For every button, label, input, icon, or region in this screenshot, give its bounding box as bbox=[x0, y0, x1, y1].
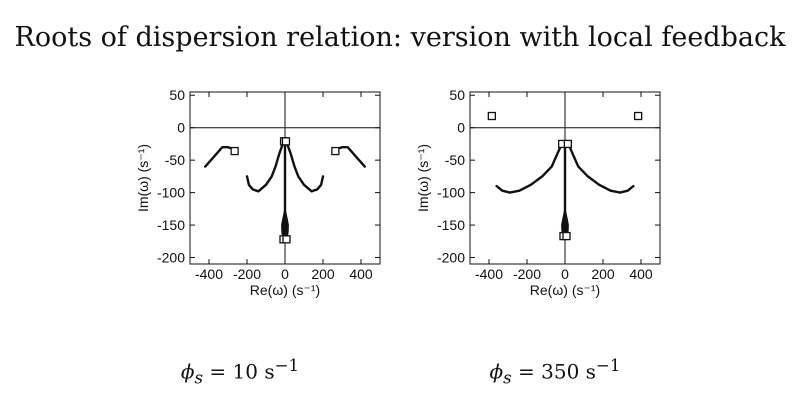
x-tick-label: 200 bbox=[311, 266, 335, 282]
caption-left-symbol: ϕ bbox=[180, 359, 195, 384]
root-marker-5 bbox=[282, 235, 291, 244]
y-tick-label: -200 bbox=[437, 250, 465, 266]
x-tick-label: -400 bbox=[195, 266, 223, 282]
y-axis-label: Im(ω) (s⁻¹) bbox=[135, 144, 151, 212]
root-marker-1 bbox=[633, 111, 643, 121]
y-tick-label: 0 bbox=[177, 120, 185, 136]
root-marker-5 bbox=[562, 231, 571, 241]
y-axis-label: Im(ω) (s⁻¹) bbox=[415, 144, 431, 212]
x-axis-label: Re(ω) (s⁻¹) bbox=[250, 282, 320, 298]
caption-left-value: = 10 s bbox=[203, 359, 275, 384]
caption-left: ϕs = 10 s−1 bbox=[110, 356, 370, 388]
y-tick-label: -100 bbox=[437, 185, 465, 201]
page-title: Roots of dispersion relation: version wi… bbox=[14, 22, 786, 53]
root-trajectory-2 bbox=[245, 140, 286, 193]
root-trajectory-3 bbox=[284, 140, 325, 193]
x-tick-label: -200 bbox=[513, 266, 541, 282]
caption-right: ϕs = 350 s−1 bbox=[425, 356, 685, 388]
root-trajectory-3 bbox=[566, 142, 635, 194]
caption-right-symbol: ϕ bbox=[489, 359, 504, 384]
caption-left-subscript: s bbox=[194, 368, 204, 388]
y-tick-label: -150 bbox=[157, 217, 185, 233]
root-marker-3 bbox=[563, 139, 573, 149]
y-tick-label: 50 bbox=[169, 87, 185, 103]
root-trajectory-8 bbox=[283, 210, 289, 241]
caption-left-exponent: −1 bbox=[274, 356, 300, 375]
y-tick-label: -200 bbox=[157, 250, 185, 266]
x-tick-label: -200 bbox=[233, 266, 261, 282]
root-marker-1 bbox=[331, 146, 340, 156]
x-axis-label: Re(ω) (s⁻¹) bbox=[530, 282, 600, 298]
y-tick-label: -150 bbox=[437, 217, 465, 233]
y-tick-label: 0 bbox=[457, 120, 465, 136]
y-tick-label: 50 bbox=[449, 87, 465, 103]
caption-right-value: = 350 s bbox=[511, 359, 596, 384]
x-tick-label: 400 bbox=[629, 266, 653, 282]
x-tick-label: 0 bbox=[561, 266, 569, 282]
x-tick-label: 0 bbox=[281, 266, 289, 282]
y-tick-label: -50 bbox=[445, 152, 465, 168]
root-trajectory-1 bbox=[334, 145, 367, 168]
caption-right-exponent: −1 bbox=[595, 356, 621, 375]
root-trajectory-0 bbox=[203, 145, 236, 168]
root-marker-3 bbox=[281, 137, 291, 146]
y-tick-label: -50 bbox=[165, 152, 185, 168]
root-marker-0 bbox=[230, 146, 239, 156]
x-tick-label: 400 bbox=[349, 266, 373, 282]
x-tick-label: 200 bbox=[591, 266, 615, 282]
root-trajectory-2 bbox=[495, 142, 564, 194]
root-marker-0 bbox=[487, 111, 496, 121]
y-tick-label: -100 bbox=[157, 185, 185, 201]
x-tick-label: -400 bbox=[475, 266, 503, 282]
caption-right-subscript: s bbox=[503, 368, 512, 388]
